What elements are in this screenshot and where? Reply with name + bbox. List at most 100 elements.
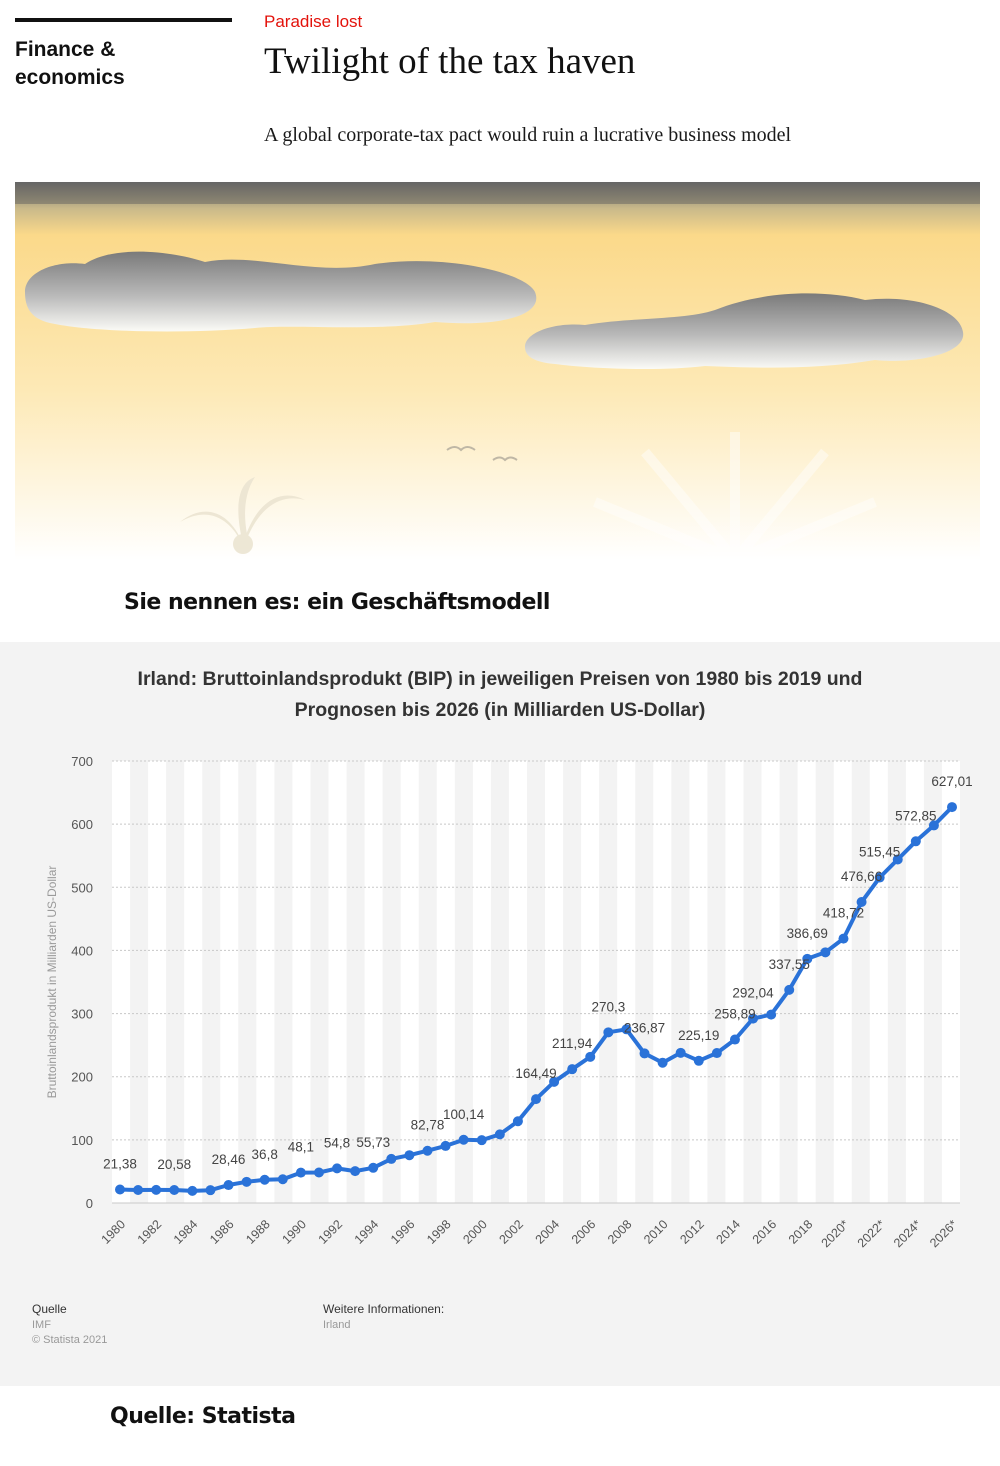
column-band: [148, 761, 167, 1203]
section-line-1: Finance &: [15, 38, 116, 61]
data-point[interactable]: [133, 1184, 144, 1195]
data-point[interactable]: [476, 1135, 487, 1146]
data-point[interactable]: [422, 1145, 433, 1156]
y-axis-label: Bruttoinlandsprodukt in Milliarden US-Do…: [45, 866, 59, 1099]
data-labels: 21,38 20,58 28,46 36,8 48,1 54,8 55,73 82,78100…: [103, 774, 973, 1172]
data-point[interactable]: [820, 947, 831, 958]
column-band: [472, 761, 491, 1203]
data-label: 55,73: [356, 1135, 390, 1150]
x-tick-label: 2022*: [855, 1217, 888, 1250]
data-point[interactable]: [639, 1048, 650, 1059]
data-label: 418,72: [823, 906, 864, 921]
column-band: [364, 761, 383, 1203]
data-label: 258,89: [714, 1007, 755, 1022]
data-point[interactable]: [386, 1153, 397, 1164]
section-name[interactable]: Finance & economics: [15, 36, 215, 92]
x-tick-label: 2000: [460, 1217, 490, 1247]
data-point[interactable]: [241, 1176, 252, 1187]
data-point[interactable]: [549, 1076, 560, 1087]
x-tick-label: 2018: [786, 1217, 816, 1247]
x-tick-label: 2020*: [819, 1217, 852, 1250]
data-point[interactable]: [947, 802, 957, 813]
data-point[interactable]: [350, 1166, 361, 1177]
data-point[interactable]: [404, 1150, 415, 1161]
data-point[interactable]: [928, 820, 939, 831]
sun-rays: [593, 432, 877, 560]
data-label: 627,01: [931, 774, 972, 789]
data-point[interactable]: [693, 1055, 704, 1066]
column-band: [761, 761, 780, 1203]
column-band: [941, 761, 960, 1203]
data-point[interactable]: [332, 1163, 343, 1174]
data-point[interactable]: [874, 872, 885, 883]
data-point[interactable]: [440, 1140, 451, 1151]
cloud-left: [25, 251, 537, 332]
data-point[interactable]: [802, 953, 813, 964]
data-label: 476,66: [841, 869, 882, 884]
data-label: 28,46: [212, 1152, 246, 1167]
section-line-2: economics: [15, 66, 125, 89]
data-point[interactable]: [259, 1174, 270, 1185]
data-label: 292,04: [732, 986, 774, 1001]
section-rule: [15, 18, 232, 22]
data-point[interactable]: [603, 1027, 614, 1038]
column-band: [581, 761, 600, 1203]
x-tick-label: 1988: [243, 1217, 273, 1247]
data-point[interactable]: [151, 1184, 162, 1195]
data-label: 100,14: [443, 1107, 485, 1122]
gridlines: [112, 760, 960, 1204]
data-point[interactable]: [295, 1167, 306, 1178]
data-point[interactable]: [621, 1024, 632, 1035]
data-point[interactable]: [494, 1129, 505, 1140]
data-point[interactable]: [169, 1185, 180, 1196]
y-tick-label: 200: [71, 1070, 93, 1085]
data-point[interactable]: [567, 1064, 578, 1075]
data-point[interactable]: [205, 1185, 216, 1196]
data-point[interactable]: [675, 1047, 686, 1058]
chart-title-line-2: Prognosen bis 2026 (in Milliarden US-Dol…: [294, 699, 706, 721]
article-kicker: Paradise lost: [264, 12, 363, 31]
data-point[interactable]: [766, 1009, 777, 1020]
article-headline: Twilight of the tax haven: [264, 41, 636, 82]
source-value[interactable]: IMF: [32, 1319, 51, 1331]
data-point[interactable]: [748, 1013, 759, 1024]
data-point[interactable]: [187, 1185, 198, 1196]
data-point[interactable]: [115, 1184, 125, 1195]
y-tick-label: 400: [71, 943, 93, 958]
data-point[interactable]: [856, 897, 867, 908]
x-tick-label: 1980: [99, 1217, 129, 1247]
data-point[interactable]: [313, 1167, 324, 1178]
data-point[interactable]: [729, 1034, 740, 1045]
column-band: [905, 761, 924, 1203]
x-tick-label: 2024*: [891, 1217, 924, 1250]
article-subhead: A global corporate-tax pact would ruin a…: [264, 124, 792, 146]
x-tick-label: 1992: [316, 1217, 346, 1247]
data-point[interactable]: [910, 836, 921, 847]
y-tick-label: 100: [71, 1133, 93, 1148]
more-info-value[interactable]: Irland: [323, 1319, 351, 1331]
data-point[interactable]: [223, 1180, 234, 1191]
data-point[interactable]: [368, 1162, 379, 1173]
x-tick-label: 2010: [641, 1217, 671, 1247]
x-tick-label: 1986: [207, 1217, 237, 1247]
data-point[interactable]: [531, 1094, 541, 1105]
column-band: [292, 761, 311, 1203]
data-point[interactable]: [512, 1116, 523, 1127]
data-point[interactable]: [838, 933, 849, 944]
series-line: [118, 805, 954, 1193]
data-label: 164,49: [515, 1066, 556, 1081]
data-point[interactable]: [585, 1051, 596, 1062]
chart-title-line-1: Irland: Bruttoinlandsprodukt (BIP) in je…: [137, 668, 863, 690]
data-point[interactable]: [711, 1048, 722, 1059]
data-point[interactable]: [458, 1134, 469, 1145]
x-tick-label: 2016: [750, 1217, 780, 1247]
column-band: [220, 761, 239, 1203]
data-point[interactable]: [657, 1057, 668, 1068]
column-band: [545, 761, 564, 1203]
column-band: [184, 761, 203, 1203]
data-point[interactable]: [784, 984, 795, 995]
data-point[interactable]: [277, 1174, 288, 1185]
caption-top: Sie nennen es: ein Geschäftsmodell: [124, 590, 550, 615]
data-point[interactable]: [892, 854, 903, 865]
